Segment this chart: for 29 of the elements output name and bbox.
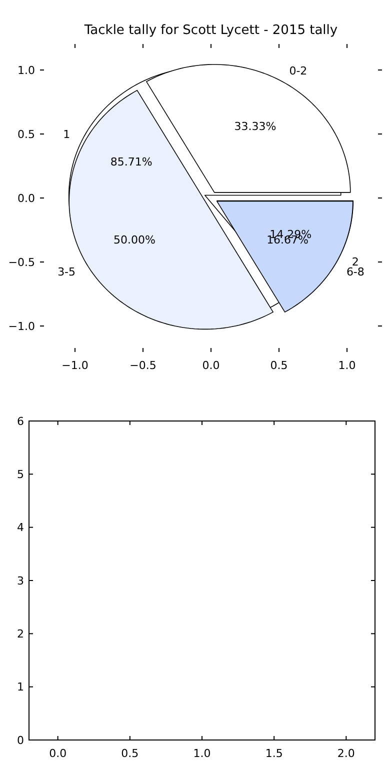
y-tick-label: 0.0: [18, 192, 35, 205]
x-tick-label: 0.0: [202, 359, 220, 372]
data-label: 50.00%: [113, 233, 156, 246]
y-tick-label: −1.0: [8, 320, 35, 333]
y-tick-label: −0.5: [8, 256, 35, 269]
slice-label: 1: [63, 128, 70, 141]
x-tick-label: −0.5: [130, 359, 156, 372]
x-tick-label: 1.0: [193, 747, 211, 760]
data-label: 85.71%: [110, 156, 152, 169]
x-tick-label: 0.5: [270, 359, 288, 372]
slice-label: 3-5: [58, 265, 76, 278]
slice-label: 0-2: [289, 64, 308, 78]
y-tick-label: 1.0: [18, 64, 35, 77]
y-tick-label: 1: [17, 680, 24, 694]
y-tick-label: 0.5: [18, 128, 35, 141]
chart-title: Tackle tally for Scott Lycett - 2015 tally: [83, 23, 338, 38]
x-tick-label: 1.0: [338, 359, 356, 372]
x-tick-label: −1.0: [62, 359, 88, 372]
x-tick-label: 0.5: [121, 747, 139, 760]
data-label: 33.33%: [234, 120, 276, 133]
y-tick-label: 5: [17, 468, 24, 482]
y-tick-label: 3: [17, 574, 24, 588]
y-tick-label: 4: [17, 521, 24, 534]
y-tick-label: 0: [17, 734, 24, 747]
x-tick-label: 0.0: [49, 747, 67, 760]
x-tick-label: 1.5: [265, 747, 283, 760]
y-tick-label: 2: [17, 628, 24, 641]
y-tick-label: 6: [17, 414, 24, 428]
x-tick-label: 2.0: [337, 747, 355, 760]
